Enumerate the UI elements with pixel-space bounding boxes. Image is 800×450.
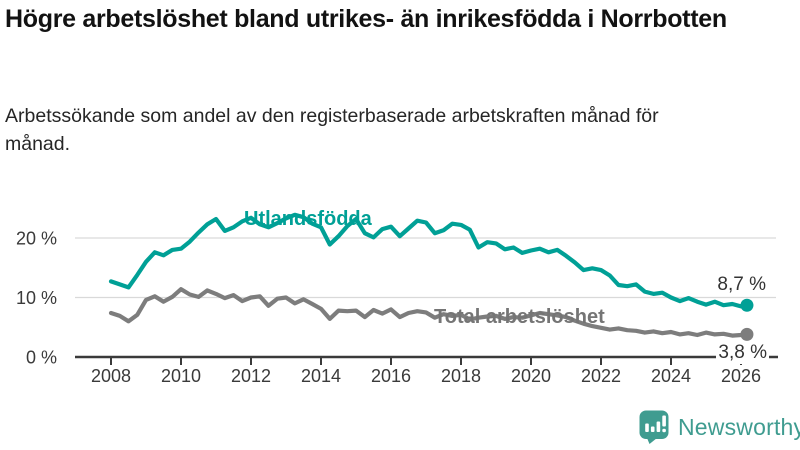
series-label-total-arbetsloshet: Total arbetslöshet [434,306,605,328]
newsworthy-logo: Newsworthy [639,410,800,444]
x-tick-label: 2024 [651,366,691,386]
x-tick-label: 2010 [161,366,201,386]
x-tick-label: 2016 [371,366,411,386]
chart-subtitle: Arbetssökande som andel av den registerb… [5,105,659,155]
x-tick-label: 2020 [511,366,551,386]
y-tick-label: 10 % [16,288,57,308]
newsworthy-logo-icon [639,410,669,444]
x-tick-label: 2012 [231,366,271,386]
x-tick-label: 2026 [721,366,761,386]
end-value-label-total: 3,8 % [716,342,769,364]
x-tick-label: 2008 [91,366,131,386]
chart-title: Högre arbetslöshet bland utrikes- än inr… [5,5,727,33]
series-label-utlandsfodda: Utlandsfödda [244,208,372,230]
end-dot-utlandsf-dda [740,298,754,312]
line-total-arbetsl-shet [108,287,750,338]
end-value-label-utlandsfodda: 8,7 % [717,274,766,295]
x-tick-label: 2014 [301,366,341,386]
line-utlandsf-dda [108,212,750,309]
y-tick-label: 0 % [26,348,57,368]
y-tick-label: 20 % [16,229,57,249]
x-tick-label: 2018 [441,366,481,386]
newsworthy-logo-text: Newsworthy [678,413,800,440]
end-dot-total-arbetsl-shet [740,327,754,341]
x-tick-label: 2022 [581,366,621,386]
